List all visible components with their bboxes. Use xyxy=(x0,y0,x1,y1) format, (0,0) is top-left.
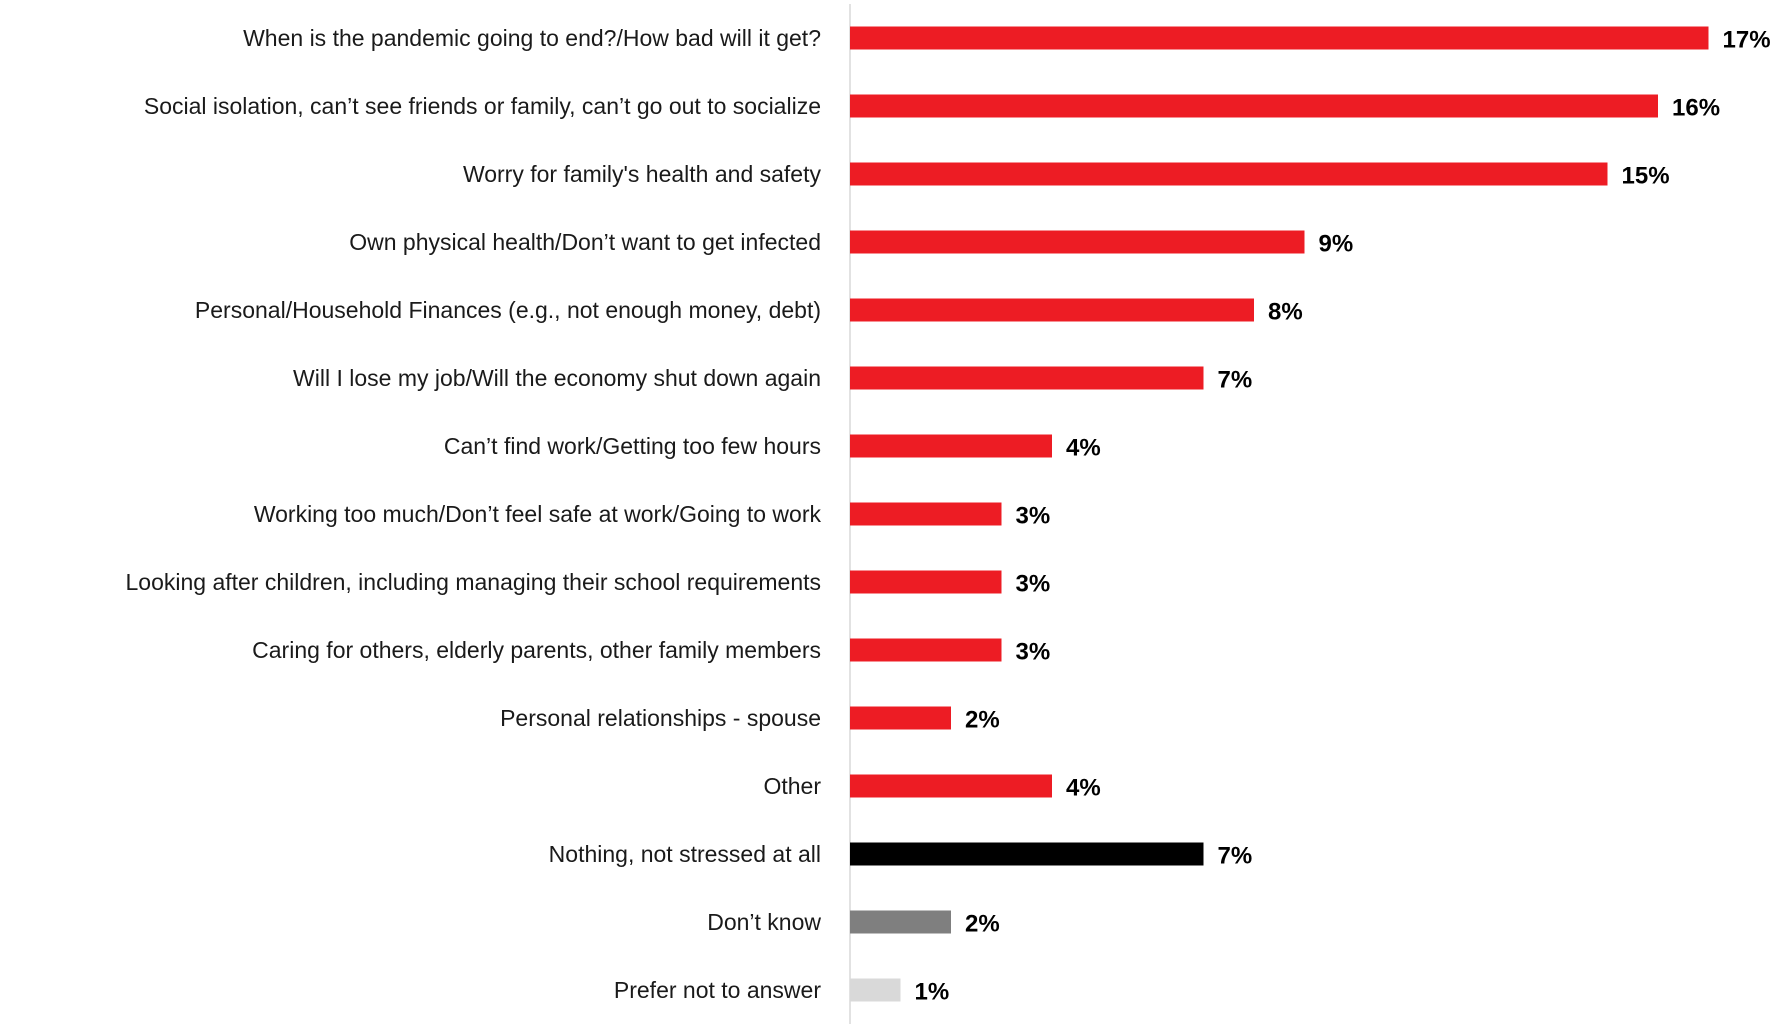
bar xyxy=(850,706,951,730)
category-label: Personal/Household Finances (e.g., not e… xyxy=(195,297,821,323)
category-label: When is the pandemic going to end?/How b… xyxy=(243,25,821,51)
category-label: Nothing, not stressed at all xyxy=(549,841,821,867)
bar xyxy=(850,366,1204,390)
value-label: 3% xyxy=(1016,571,1051,598)
bar xyxy=(850,162,1608,186)
bar xyxy=(850,842,1204,866)
bar xyxy=(850,910,951,934)
value-label: 16% xyxy=(1672,95,1720,122)
value-label: 3% xyxy=(1016,639,1051,666)
category-label: Own physical health/Don’t want to get in… xyxy=(349,229,821,255)
value-label: 9% xyxy=(1319,231,1354,258)
value-label: 15% xyxy=(1622,163,1670,190)
category-label: Can’t find work/Getting too few hours xyxy=(444,433,821,459)
value-label: 2% xyxy=(965,707,1000,734)
value-label: 2% xyxy=(965,911,1000,938)
value-label: 7% xyxy=(1218,843,1253,870)
value-label: 8% xyxy=(1268,299,1303,326)
bar xyxy=(850,978,901,1002)
value-label: 7% xyxy=(1218,367,1253,394)
value-label: 4% xyxy=(1066,435,1101,462)
bar xyxy=(850,298,1254,322)
category-label: Working too much/Don’t feel safe at work… xyxy=(254,501,822,527)
bar xyxy=(850,434,1052,458)
category-label: Worry for family's health and safety xyxy=(463,161,822,187)
category-label: Prefer not to answer xyxy=(614,977,821,1003)
category-label: Other xyxy=(763,773,821,799)
category-label: Don’t know xyxy=(707,909,821,935)
category-label: Will I lose my job/Will the economy shut… xyxy=(293,365,821,391)
bar xyxy=(850,638,1002,662)
value-label: 17% xyxy=(1723,27,1771,54)
bar xyxy=(850,94,1658,118)
value-label: 3% xyxy=(1016,503,1051,530)
category-label: Social isolation, can’t see friends or f… xyxy=(144,93,821,119)
bar xyxy=(850,570,1002,594)
bar xyxy=(850,774,1052,798)
bar xyxy=(850,502,1002,526)
category-label: Caring for others, elderly parents, othe… xyxy=(252,637,821,663)
value-label: 1% xyxy=(915,979,950,1006)
bar xyxy=(850,26,1709,50)
bar xyxy=(850,230,1305,254)
category-label: Looking after children, including managi… xyxy=(125,569,821,595)
category-label: Personal relationships - spouse xyxy=(500,705,821,731)
value-label: 4% xyxy=(1066,775,1101,802)
